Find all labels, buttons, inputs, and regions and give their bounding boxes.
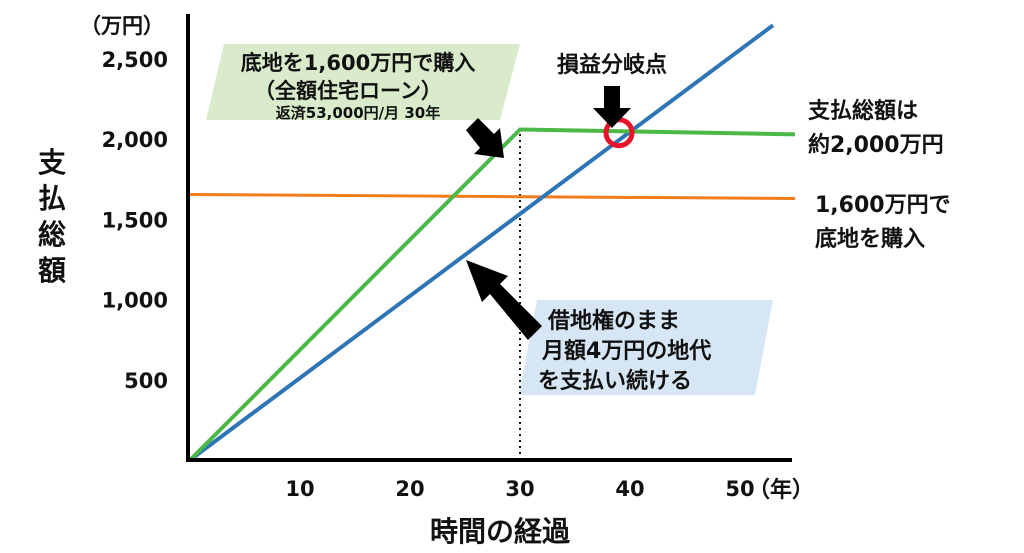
lease-arrow <box>466 260 542 340</box>
x-tick-label-4: 40 <box>615 477 644 501</box>
x-axis-title: 時間の経過 <box>430 515 571 548</box>
y-axis-unit: （万円） <box>80 14 164 38</box>
series-line-loan <box>188 127 796 462</box>
x-axis-unit: （年） <box>748 477 814 503</box>
purchase-label-line1: 1,600万円で <box>815 193 951 218</box>
lease-note-box <box>519 300 773 395</box>
y-tick-label-3: 1,500 <box>102 208 168 232</box>
x-tick-label-1: 10 <box>285 477 314 501</box>
lease-note-line2: 月額4万円の地代 <box>541 338 711 364</box>
series-line-lease <box>188 23 775 462</box>
y-tick-label-2: 1,000 <box>102 289 168 313</box>
lease-note-line1: 借地権のまま <box>547 308 680 334</box>
y-tick-label-4: 2,000 <box>102 128 168 152</box>
x-tick-label-3: 30 <box>505 477 534 501</box>
total-payment-label-line1: 支払総額は <box>808 98 918 124</box>
x-tick-label-2: 20 <box>395 477 424 501</box>
loan-note-line2: （全額住宅ローン） <box>254 79 442 103</box>
y-axis-title: 支払総額 <box>38 146 66 287</box>
series-line-cash <box>189 192 796 200</box>
loan-note-line1: 底地を1,600万円で購入 <box>241 51 475 75</box>
loan-arrow <box>466 118 504 158</box>
x-tick-label-5: 50 <box>725 477 754 501</box>
breakeven-label: 損益分岐点 <box>557 52 667 78</box>
total-payment-label-line2: 約2,000万円 <box>808 132 944 158</box>
y-tick-label-5: 2,500 <box>102 48 168 72</box>
breakeven-arrow <box>593 86 631 128</box>
lease-note-line3: を支払い続ける <box>538 368 692 394</box>
y-tick-label-1: 500 <box>124 369 168 393</box>
purchase-label-line2: 底地を購入 <box>815 226 925 252</box>
loan-note-line3: 返済53,000円/月 30年 <box>276 104 440 122</box>
loan-note-box <box>206 44 520 120</box>
